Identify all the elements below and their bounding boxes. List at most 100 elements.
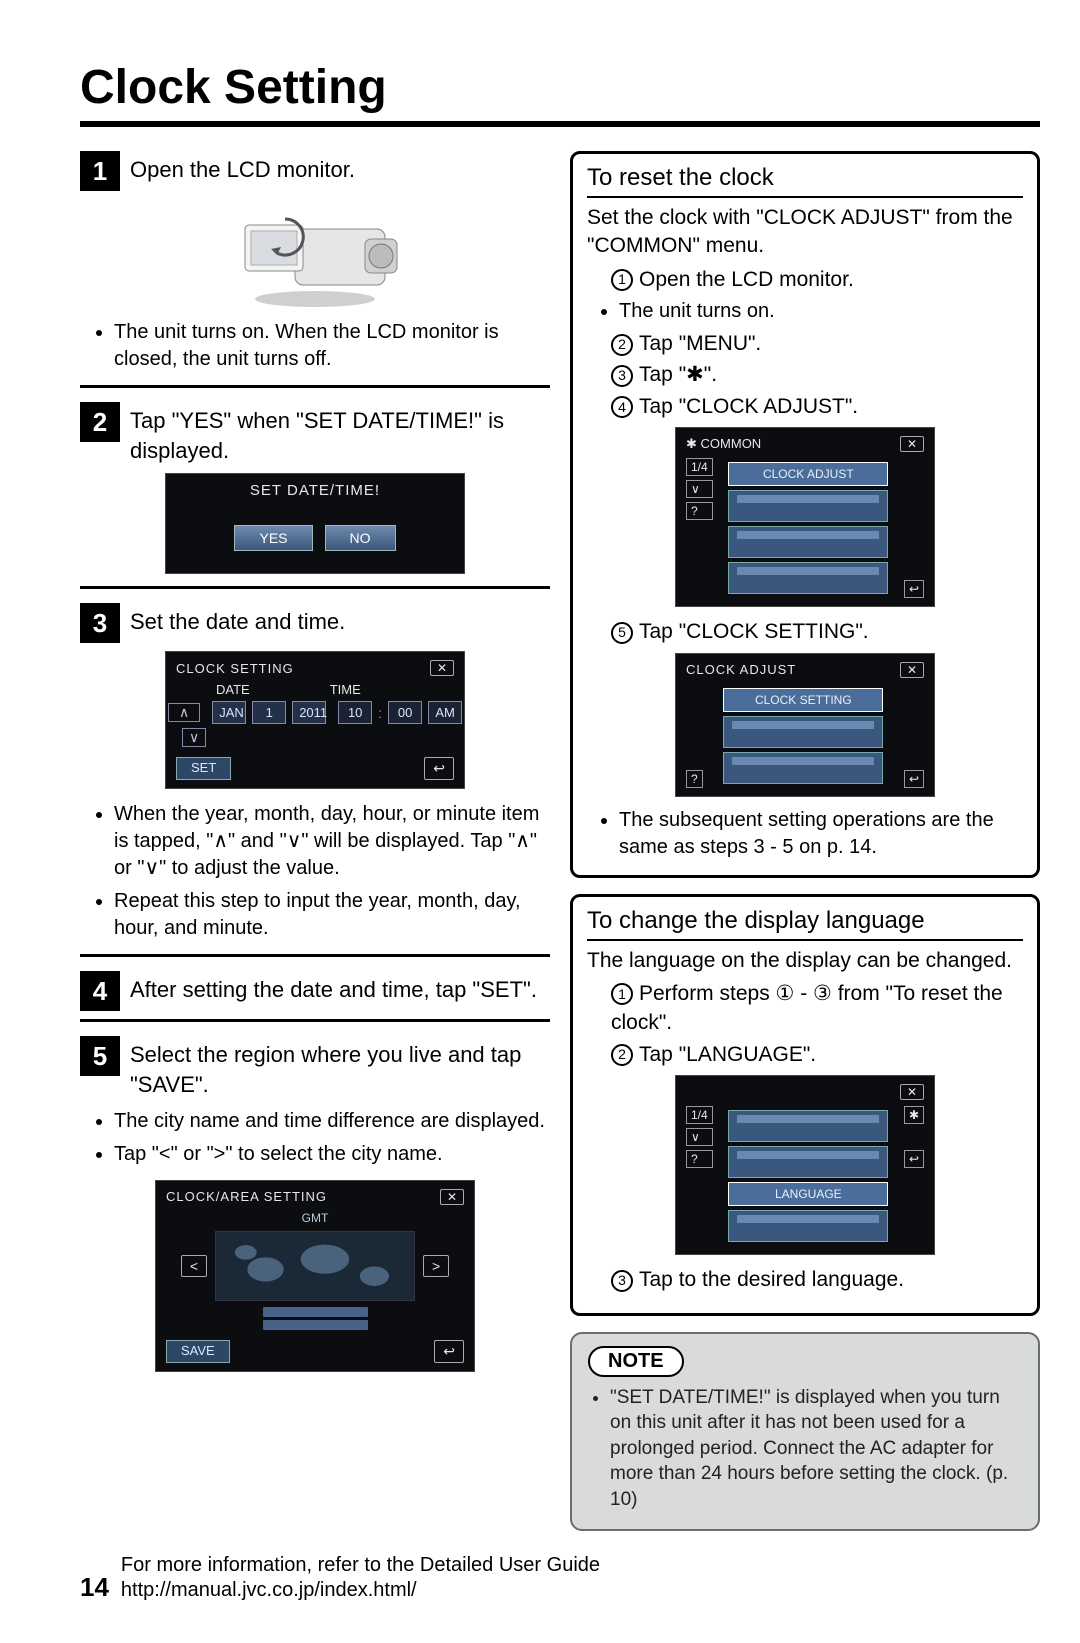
step-1: 1 Open the LCD monitor. — [80, 151, 550, 191]
close-icon[interactable]: ✕ — [900, 662, 924, 678]
lang-item-2: 2Tap "LANGUAGE". — [611, 1040, 1023, 1069]
step-1-bullet: The unit turns on. When the LCD monitor … — [114, 319, 550, 373]
menu-item[interactable] — [728, 1146, 888, 1178]
step-1-number: 1 — [80, 151, 120, 191]
menu-item[interactable] — [723, 716, 883, 748]
back-icon[interactable]: ↩ — [904, 1150, 924, 1168]
page-title: Clock Setting — [80, 60, 1040, 127]
back-icon[interactable]: ↩ — [904, 580, 924, 598]
note-text: "SET DATE/TIME!" is displayed when you t… — [610, 1385, 1022, 1513]
placeholder — [263, 1320, 368, 1330]
page-indicator: 1/4 — [686, 1106, 713, 1124]
back-icon[interactable]: ↩ — [904, 770, 924, 788]
reset-item-1: 1Open the LCD monitor. — [611, 265, 1023, 294]
step-3-number: 3 — [80, 603, 120, 643]
language-box: To change the display language The langu… — [570, 894, 1040, 1316]
menu-item-clock-setting[interactable]: CLOCK SETTING — [723, 688, 883, 712]
back-icon[interactable]: ↩ — [424, 757, 454, 780]
no-button[interactable]: NO — [325, 525, 396, 551]
page-indicator: 1/4 — [686, 458, 713, 476]
reset-bullet: The unit turns on. — [619, 298, 1023, 325]
placeholder — [263, 1307, 368, 1317]
next-icon[interactable]: > — [423, 1255, 449, 1277]
note-box: NOTE "SET DATE/TIME!" is displayed when … — [570, 1332, 1040, 1531]
left-column: 1 Open the LCD monitor. The unit turns o… — [80, 151, 550, 1531]
gear-icon[interactable]: ✱ — [904, 1106, 924, 1124]
help-icon[interactable]: ? — [686, 1150, 713, 1168]
save-button[interactable]: SAVE — [166, 1340, 230, 1363]
close-icon[interactable]: ✕ — [430, 660, 454, 676]
menu-item-clock-adjust[interactable]: CLOCK ADJUST — [728, 462, 888, 486]
step-4-number: 4 — [80, 971, 120, 1011]
step-5: 5 Select the region where you live and t… — [80, 1036, 550, 1099]
step-1-text: Open the LCD monitor. — [130, 151, 355, 185]
divider — [80, 586, 550, 589]
back-icon[interactable]: ↩ — [434, 1340, 464, 1363]
common-menu-screen: ✱ COMMON ✕ 1/4 ∨ ? CLOCK ADJUST — [675, 427, 935, 607]
note-label: NOTE — [588, 1346, 684, 1377]
prev-icon[interactable]: < — [181, 1255, 207, 1277]
menu-title: COMMON — [701, 436, 762, 451]
down-icon[interactable]: ∨ — [686, 480, 713, 498]
menu-item-language[interactable]: LANGUAGE — [728, 1182, 888, 1206]
reset-item-4: 4Tap "CLOCK ADJUST". — [611, 392, 1023, 421]
screen-title: CLOCK ADJUST — [686, 662, 796, 677]
language-menu-screen: ✕ 1/4 ∨ ? LANGUAGE ✱ — [675, 1075, 935, 1255]
up-arrow-icon[interactable]: ∧ — [168, 703, 200, 722]
step-2-number: 2 — [80, 402, 120, 442]
step-2: 2 Tap "YES" when "SET DATE/TIME!" is dis… — [80, 402, 550, 465]
day-cell[interactable]: 1 — [252, 701, 286, 724]
reset-item-5: 5Tap "CLOCK SETTING". — [611, 617, 1023, 646]
clock-adjust-screen: CLOCK ADJUST ✕ ? CLOCK SETTING ↩ — [675, 653, 935, 797]
step-4-text: After setting the date and time, tap "SE… — [130, 971, 537, 1005]
menu-item[interactable] — [728, 562, 888, 594]
ampm-cell[interactable]: AM — [428, 701, 462, 724]
menu-item[interactable] — [728, 1210, 888, 1242]
reset-clock-box: To reset the clock Set the clock with "C… — [570, 151, 1040, 878]
step-1-bullets: The unit turns on. When the LCD monitor … — [96, 319, 550, 373]
step-3-bullets: When the year, month, day, hour, or minu… — [96, 801, 550, 942]
date-label: DATE — [216, 682, 250, 697]
gmt-label: GMT — [166, 1211, 464, 1225]
set-datetime-screen: SET DATE/TIME! YES NO — [165, 473, 465, 574]
world-map — [215, 1231, 415, 1301]
reset-tail-bullet: The subsequent setting operations are th… — [619, 807, 1023, 861]
footer-line-1: For more information, refer to the Detai… — [121, 1554, 600, 1576]
hour-cell[interactable]: 10 — [338, 701, 372, 724]
minute-cell[interactable]: 00 — [388, 701, 422, 724]
help-icon[interactable]: ? — [686, 770, 703, 788]
menu-item[interactable] — [728, 526, 888, 558]
step-5-text: Select the region where you live and tap… — [130, 1036, 550, 1099]
close-icon[interactable]: ✕ — [900, 1084, 924, 1100]
camera-illustration — [215, 199, 415, 309]
yes-button[interactable]: YES — [234, 525, 312, 551]
set-button[interactable]: SET — [176, 757, 231, 780]
reset-item-3: 3Tap "✱". — [611, 360, 1023, 389]
menu-item[interactable] — [723, 752, 883, 784]
divider — [80, 1019, 550, 1022]
year-cell[interactable]: 2011 — [292, 701, 326, 724]
close-icon[interactable]: ✕ — [440, 1189, 464, 1205]
close-icon[interactable]: ✕ — [900, 436, 924, 452]
month-cell[interactable]: JAN — [212, 701, 246, 724]
divider — [80, 954, 550, 957]
help-icon[interactable]: ? — [686, 502, 713, 520]
area-setting-screen: CLOCK/AREA SETTING ✕ GMT < > SAVE ↩ — [155, 1180, 475, 1372]
screen-title: CLOCK SETTING — [176, 661, 294, 676]
lang-title: To change the display language — [587, 907, 1023, 941]
step-3: 3 Set the date and time. — [80, 603, 550, 643]
lang-item-3: 3Tap to the desired language. — [611, 1265, 1023, 1294]
down-arrow-icon[interactable]: ∨ — [182, 728, 206, 747]
menu-item[interactable] — [728, 490, 888, 522]
content-columns: 1 Open the LCD monitor. The unit turns o… — [80, 151, 1040, 1531]
page-footer: 14 For more information, refer to the De… — [80, 1553, 1040, 1603]
list-bullet: Repeat this step to input the year, mont… — [114, 888, 550, 942]
screen-title: SET DATE/TIME! — [176, 482, 454, 499]
gear-icon: ✱ — [686, 436, 697, 452]
time-label: TIME — [330, 682, 361, 697]
down-icon[interactable]: ∨ — [686, 1128, 713, 1146]
clock-setting-screen: CLOCK SETTING ✕ DATE TIME ∧ JAN 1 2011 1… — [165, 651, 465, 789]
menu-item[interactable] — [728, 1110, 888, 1142]
page-number: 14 — [80, 1572, 109, 1603]
step-3-text: Set the date and time. — [130, 603, 345, 637]
